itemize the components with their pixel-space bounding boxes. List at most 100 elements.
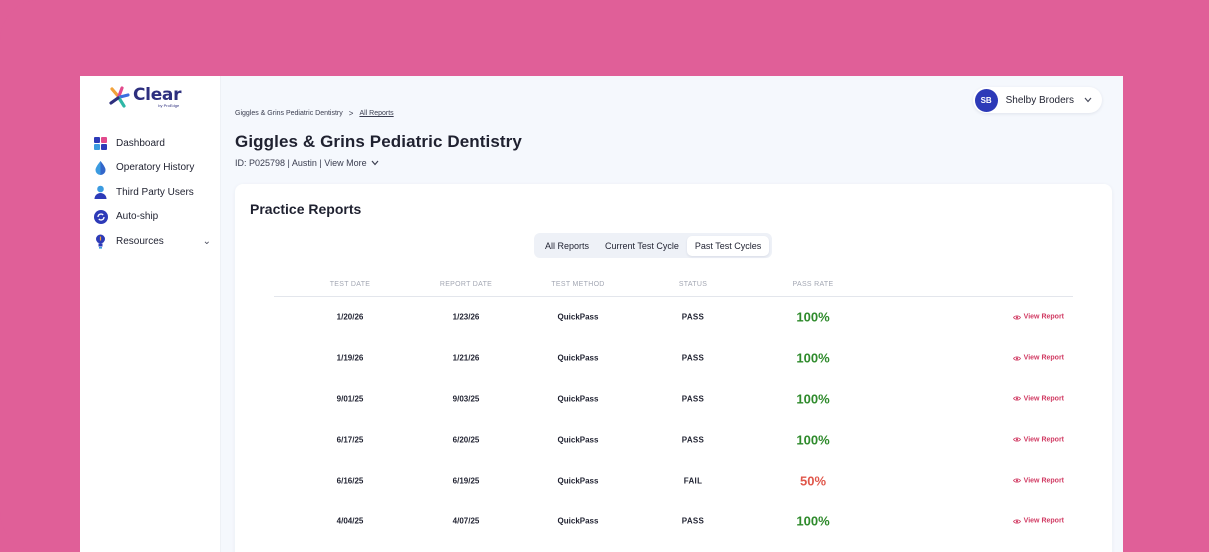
view-report-label: View Report — [1023, 477, 1064, 485]
cell-test-method: QuickPass — [557, 476, 599, 486]
cell-pass-rate: 100% — [796, 350, 830, 366]
sidebar-item-label: Resources — [116, 235, 164, 247]
logo-sub: by ProEdge — [158, 103, 180, 108]
view-report-link[interactable]: View Report — [1012, 517, 1064, 525]
view-report-link[interactable]: View Report — [1012, 395, 1064, 402]
cell-report-date: 6/20/25 — [452, 435, 480, 445]
card-title: Practice Reports — [250, 201, 362, 217]
view-report-link[interactable]: View Report — [1012, 477, 1064, 485]
chevron-down-icon — [1084, 95, 1092, 105]
practice-reports-card: Practice Reports All Reports Current Tes… — [235, 184, 1112, 552]
dashboard-icon — [93, 136, 108, 151]
breadcrumb-separator: > — [348, 109, 354, 118]
view-report-label: View Report — [1023, 313, 1064, 321]
column-header-status: STATUS — [678, 281, 708, 288]
sidebar-item-label: Auto-ship — [116, 211, 159, 223]
lightbulb-icon — [93, 234, 108, 249]
person-icon — [93, 185, 108, 200]
cell-report-date: 1/23/26 — [452, 312, 480, 322]
cell-test-date: 6/17/25 — [336, 435, 364, 445]
view-more-label: View More — [324, 158, 367, 168]
view-more-button[interactable]: View More — [324, 158, 379, 168]
droplet-icon — [93, 160, 108, 176]
cell-report-date: 9/03/25 — [452, 394, 480, 404]
main-content: Giggles & Grins Pediatric Dentistry > Al… — [221, 76, 1123, 552]
cell-pass-rate: 100% — [796, 513, 830, 529]
sidebar-item-operatory-history[interactable]: Operatory History — [93, 156, 213, 181]
cell-test-date: 1/20/26 — [336, 312, 364, 322]
cell-status: PASS — [681, 312, 705, 322]
cell-status: FAIL — [683, 476, 703, 486]
view-report-link[interactable]: View Report — [1012, 313, 1064, 321]
clear-logo-icon — [109, 86, 130, 108]
cell-status: PASS — [681, 435, 705, 445]
chevron-down-icon — [371, 159, 379, 168]
eye-icon — [1012, 478, 1021, 484]
view-report-link[interactable]: View Report — [1012, 436, 1064, 444]
cell-test-method: QuickPass — [557, 394, 599, 404]
cell-test-method: QuickPass — [557, 312, 599, 322]
cell-status: PASS — [681, 516, 705, 526]
cell-report-date: 4/07/25 — [452, 516, 480, 526]
sidebar-item-label: Third Party Users — [116, 186, 194, 198]
sidebar-item-dashboard[interactable]: Dashboard — [93, 131, 213, 156]
eye-icon — [1012, 355, 1021, 361]
reports-table: TEST DATE REPORT DATE TEST METHOD STATUS… — [274, 275, 1073, 542]
table-header: TEST DATE REPORT DATE TEST METHOD STATUS… — [274, 275, 1073, 297]
practice-meta-text: ID: P025798 | Austin | — [235, 158, 325, 168]
page-title: Giggles & Grins Pediatric Dentistry — [235, 132, 522, 151]
logo-word: Clear — [133, 85, 182, 105]
breadcrumb: Giggles & Grins Pediatric Dentistry > Al… — [235, 109, 394, 118]
cell-status: PASS — [681, 353, 705, 363]
cell-report-date: 6/19/25 — [452, 476, 480, 486]
cell-test-date: 9/01/25 — [336, 394, 364, 404]
cell-pass-rate: 100% — [796, 391, 830, 407]
chevron-down-icon[interactable]: ⌄ — [202, 235, 211, 247]
sidebar-item-auto-ship[interactable]: Auto-ship — [93, 205, 213, 230]
eye-icon — [1012, 396, 1021, 402]
column-header-test-method: TEST METHOD — [551, 281, 605, 288]
app-window: Clear by ProEdge Dashboard — [80, 76, 1123, 552]
table-row: 4/04/25 4/07/25 QuickPass PASS 100% View Repo… — [274, 501, 1073, 542]
cell-report-date: 1/21/26 — [452, 353, 480, 363]
cell-test-date: 6/16/25 — [336, 476, 364, 486]
cell-test-date: 4/04/25 — [336, 516, 364, 526]
user-name: Shelby Broders — [1005, 94, 1074, 106]
refresh-icon — [93, 209, 108, 224]
column-header-report-date: REPORT DATE — [439, 281, 493, 288]
tab-past-test-cycles[interactable]: Past Test Cycles — [686, 235, 770, 256]
eye-icon — [1012, 314, 1021, 320]
table-row: 6/16/25 6/19/25 QuickPass FAIL 50% View Repor… — [274, 460, 1073, 501]
sidebar-nav: Dashboard Operatory History — [93, 131, 213, 254]
view-report-label: View Report — [1023, 436, 1064, 444]
breadcrumb-current[interactable]: All Reports — [359, 110, 394, 117]
sidebar-item-resources[interactable]: Resources ⌄ — [93, 229, 213, 254]
table-row: 9/01/25 9/03/25 QuickPass PASS 100% View Repo… — [274, 379, 1073, 420]
cell-test-method: QuickPass — [557, 353, 599, 363]
practice-meta: ID: P025798 | Austin | View More — [235, 158, 379, 168]
report-tabs: All Reports Current Test Cycle Past Test… — [534, 233, 773, 258]
sidebar-item-third-party-users[interactable]: Third Party Users — [93, 180, 213, 205]
cell-status: PASS — [681, 394, 705, 404]
view-report-label: View Report — [1023, 354, 1064, 362]
tab-current-test-cycle[interactable]: Current Test Cycle — [605, 240, 679, 251]
table-row: 6/17/25 6/20/25 QuickPass PASS 100% View Repo… — [274, 419, 1073, 460]
table-body: 1/20/26 1/23/26 QuickPass PASS 100% View Repo… — [274, 297, 1073, 542]
eye-icon — [1012, 437, 1021, 443]
user-menu[interactable]: SB Shelby Broders — [972, 87, 1102, 113]
sidebar-item-label: Dashboard — [116, 137, 165, 149]
view-report-link[interactable]: View Report — [1012, 354, 1064, 362]
table-row: 1/19/26 1/21/26 QuickPass PASS 100% View Repo… — [274, 338, 1073, 379]
sidebar: Clear by ProEdge Dashboard — [80, 76, 221, 552]
table-row: 1/20/26 1/23/26 QuickPass PASS 100% View Repo… — [274, 297, 1073, 338]
breadcrumb-parent[interactable]: Giggles & Grins Pediatric Dentistry — [235, 110, 343, 117]
column-header-pass-rate: PASS RATE — [792, 281, 834, 288]
eye-icon — [1012, 518, 1021, 524]
view-report-label: View Report — [1023, 517, 1064, 525]
logo[interactable]: Clear by ProEdge — [107, 85, 182, 109]
cell-pass-rate: 50% — [799, 473, 827, 489]
cell-test-method: QuickPass — [557, 516, 599, 526]
cell-pass-rate: 100% — [796, 432, 830, 448]
tab-all-reports[interactable]: All Reports — [545, 240, 590, 251]
